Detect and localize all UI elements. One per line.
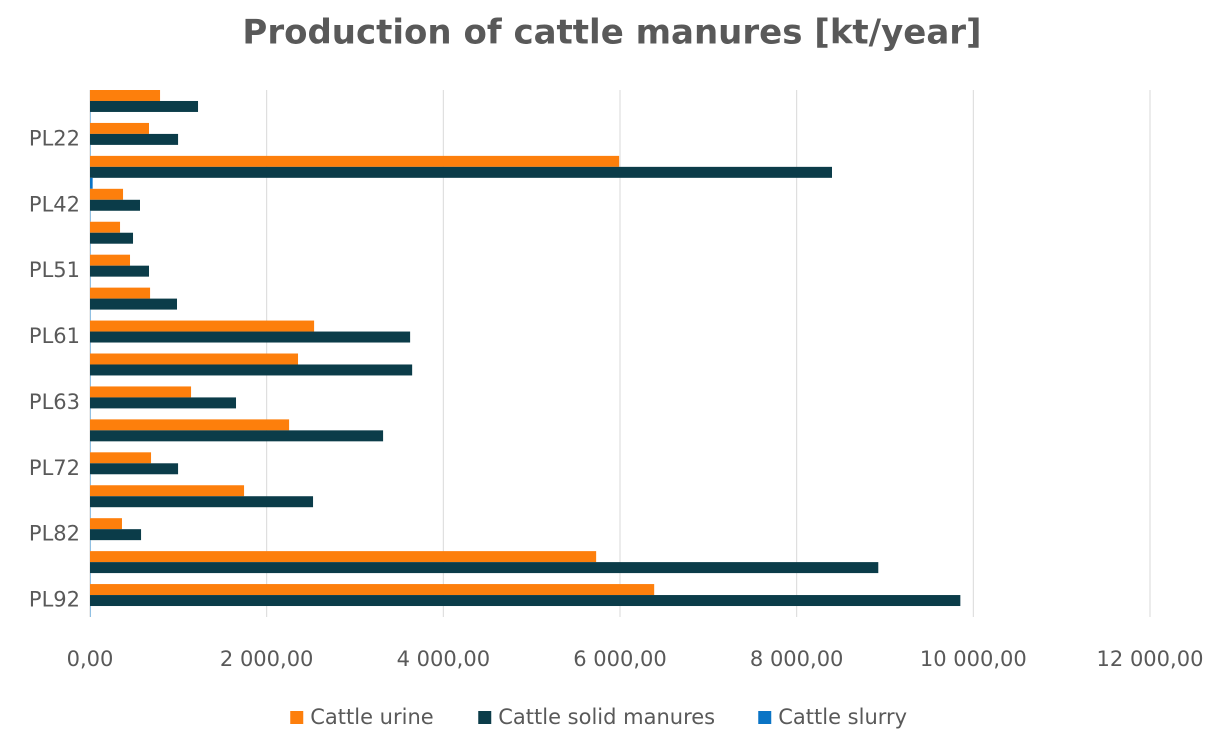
x-tick-label: 2 000,00 [220, 647, 314, 671]
bar [90, 551, 597, 563]
bar [90, 397, 237, 409]
bar [90, 463, 179, 475]
bar [90, 90, 161, 101]
x-tick-label: 0,00 [67, 647, 114, 671]
bar [90, 562, 879, 574]
bar [90, 452, 152, 464]
bar [90, 485, 245, 497]
bar [90, 595, 961, 607]
bar [90, 232, 134, 244]
bar [90, 221, 121, 233]
bar [90, 298, 178, 310]
bar [90, 430, 384, 442]
bar [90, 133, 179, 145]
bar [90, 419, 290, 431]
y-tick-label: PL72 [29, 456, 80, 480]
bar [90, 584, 655, 596]
bar [90, 353, 299, 365]
bar [90, 100, 199, 112]
bar [90, 177, 93, 189]
bar [90, 254, 131, 266]
bar [90, 331, 411, 343]
legend-swatch [478, 711, 492, 724]
y-tick-label: PL61 [29, 324, 80, 348]
y-tick-label: PL22 [29, 126, 80, 150]
bar [90, 265, 150, 277]
legend-label: Cattle slurry [778, 705, 907, 729]
legend-label: Cattle urine [310, 705, 433, 729]
y-tick-label: PL92 [29, 588, 80, 612]
bar [90, 155, 620, 167]
bar [90, 386, 192, 398]
bar [90, 518, 122, 530]
legend-swatch [290, 711, 304, 724]
x-tick-label: 8 000,00 [750, 647, 844, 671]
bar [90, 364, 413, 376]
y-tick-label: PL51 [29, 258, 80, 282]
x-tick-label: 4 000,00 [397, 647, 491, 671]
x-tick-label: 6 000,00 [573, 647, 667, 671]
bar [90, 496, 314, 508]
bar [90, 287, 151, 299]
x-tick-label: 10 000,00 [920, 647, 1027, 671]
bar [90, 166, 832, 178]
y-tick-label: PL82 [29, 522, 80, 546]
legend-label: Cattle solid manures [498, 705, 715, 729]
bar [90, 188, 124, 200]
chart-title: Production of cattle manures [kt/year] [242, 13, 981, 53]
y-tick-label: PL42 [29, 192, 80, 216]
bar [90, 199, 140, 211]
bar [90, 122, 150, 134]
legend-swatch [758, 711, 772, 724]
bar [90, 320, 315, 332]
bar [90, 529, 142, 541]
y-tick-label: PL63 [29, 390, 80, 414]
x-tick-label: 12 000,00 [1097, 647, 1204, 671]
